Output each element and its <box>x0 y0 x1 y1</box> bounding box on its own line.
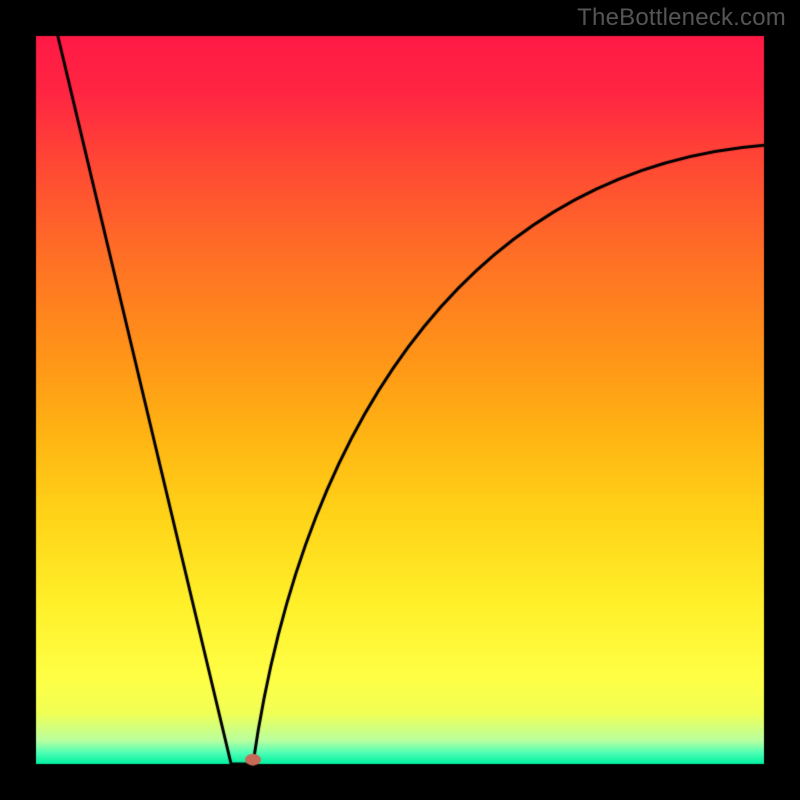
chart-container: TheBottleneck.com <box>0 0 800 800</box>
bottleneck-chart <box>0 0 800 800</box>
watermark-text: TheBottleneck.com <box>577 4 786 32</box>
